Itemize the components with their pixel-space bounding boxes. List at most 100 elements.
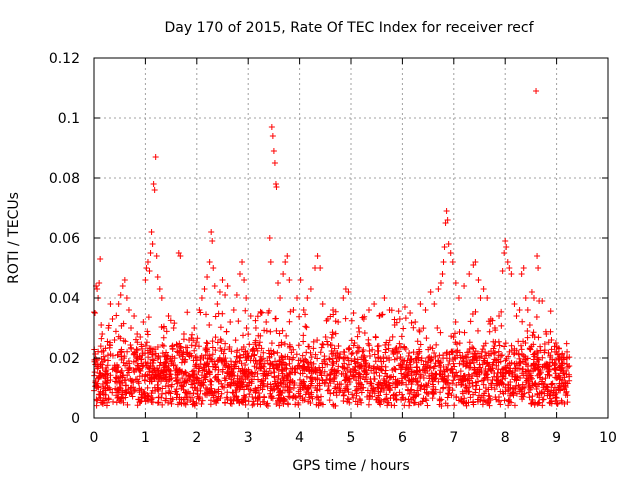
- data-point: [369, 385, 376, 392]
- data-point: [344, 395, 351, 402]
- data-point: [313, 393, 320, 400]
- data-point: [143, 265, 150, 271]
- data-point: [286, 356, 293, 363]
- data-point: [170, 325, 177, 331]
- data-point: [251, 352, 258, 359]
- data-point: [474, 327, 481, 334]
- data-point: [246, 379, 253, 386]
- data-point: [552, 366, 559, 373]
- data-point: [406, 350, 413, 357]
- data-point: [243, 325, 250, 332]
- data-point: [348, 317, 355, 324]
- data-point: [148, 378, 155, 385]
- data-point: [424, 402, 431, 409]
- data-point: [189, 378, 196, 385]
- data-point: [508, 347, 515, 354]
- data-point: [190, 398, 197, 405]
- x-tick-label: 7: [449, 430, 458, 446]
- data-point: [100, 353, 107, 360]
- data-point: [174, 342, 181, 349]
- data-point: [208, 229, 215, 235]
- data-point: [434, 325, 441, 332]
- data-point: [299, 370, 306, 377]
- data-point: [306, 343, 313, 350]
- data-point: [302, 323, 309, 330]
- data-point: [473, 355, 480, 362]
- data-point: [191, 370, 198, 377]
- data-point: [228, 361, 235, 368]
- data-point: [254, 370, 261, 377]
- data-point: [276, 358, 283, 365]
- data-point: [275, 372, 282, 379]
- data-point: [169, 346, 176, 353]
- data-point: [515, 382, 522, 389]
- data-point: [159, 390, 166, 397]
- data-point: [244, 353, 251, 360]
- data-point: [530, 360, 537, 367]
- data-point: [154, 381, 161, 388]
- data-point: [399, 391, 406, 398]
- data-point: [97, 343, 104, 350]
- data-point: [450, 377, 457, 384]
- data-point: [302, 356, 309, 363]
- data-point: [249, 402, 256, 409]
- data-point: [549, 356, 556, 363]
- data-point: [191, 347, 198, 354]
- data-point: [168, 400, 175, 407]
- data-point: [353, 392, 360, 399]
- data-point: [453, 369, 460, 376]
- data-point: [285, 393, 292, 400]
- data-point: [189, 331, 196, 338]
- data-point: [140, 362, 147, 369]
- data-point: [484, 376, 491, 383]
- data-point: [115, 301, 122, 307]
- data-point: [558, 355, 565, 361]
- data-point: [284, 384, 291, 391]
- data-point: [415, 391, 422, 398]
- data-point: [292, 401, 299, 408]
- data-point: [151, 372, 158, 379]
- data-point: [192, 384, 199, 391]
- x-tick-label: 9: [552, 430, 561, 446]
- data-point: [282, 353, 289, 360]
- data-point: [308, 354, 315, 360]
- data-point: [359, 384, 366, 391]
- data-point: [230, 369, 237, 376]
- data-point: [94, 286, 101, 292]
- data-point: [329, 331, 336, 338]
- data-point: [286, 388, 293, 395]
- data-point: [483, 360, 490, 367]
- data-point: [474, 350, 481, 357]
- data-point: [221, 346, 228, 353]
- data-point: [126, 360, 133, 367]
- data-point: [168, 383, 175, 390]
- data-point: [410, 400, 417, 407]
- data-point: [98, 335, 105, 342]
- data-point: [303, 324, 310, 331]
- data-point: [426, 364, 433, 371]
- data-point: [566, 373, 573, 380]
- data-point: [206, 352, 213, 359]
- data-point: [481, 355, 488, 362]
- data-point: [145, 314, 152, 321]
- data-point: [281, 364, 288, 371]
- data-point: [431, 363, 438, 370]
- data-point: [203, 339, 210, 346]
- data-point: [558, 397, 565, 404]
- data-point: [403, 364, 410, 371]
- data-point: [360, 346, 367, 353]
- data-point: [180, 383, 187, 390]
- chart-title: Day 170 of 2015, Rate Of TEC Index for r…: [164, 20, 534, 36]
- data-point: [333, 392, 340, 399]
- data-point: [153, 253, 160, 259]
- data-point: [451, 402, 458, 409]
- data-point: [137, 398, 144, 405]
- data-point: [406, 402, 413, 409]
- data-point: [417, 373, 424, 380]
- data-point: [209, 351, 216, 358]
- data-point: [137, 334, 144, 340]
- data-point: [140, 319, 147, 325]
- data-point: [308, 367, 315, 374]
- data-point: [521, 390, 528, 397]
- data-point: [207, 381, 214, 388]
